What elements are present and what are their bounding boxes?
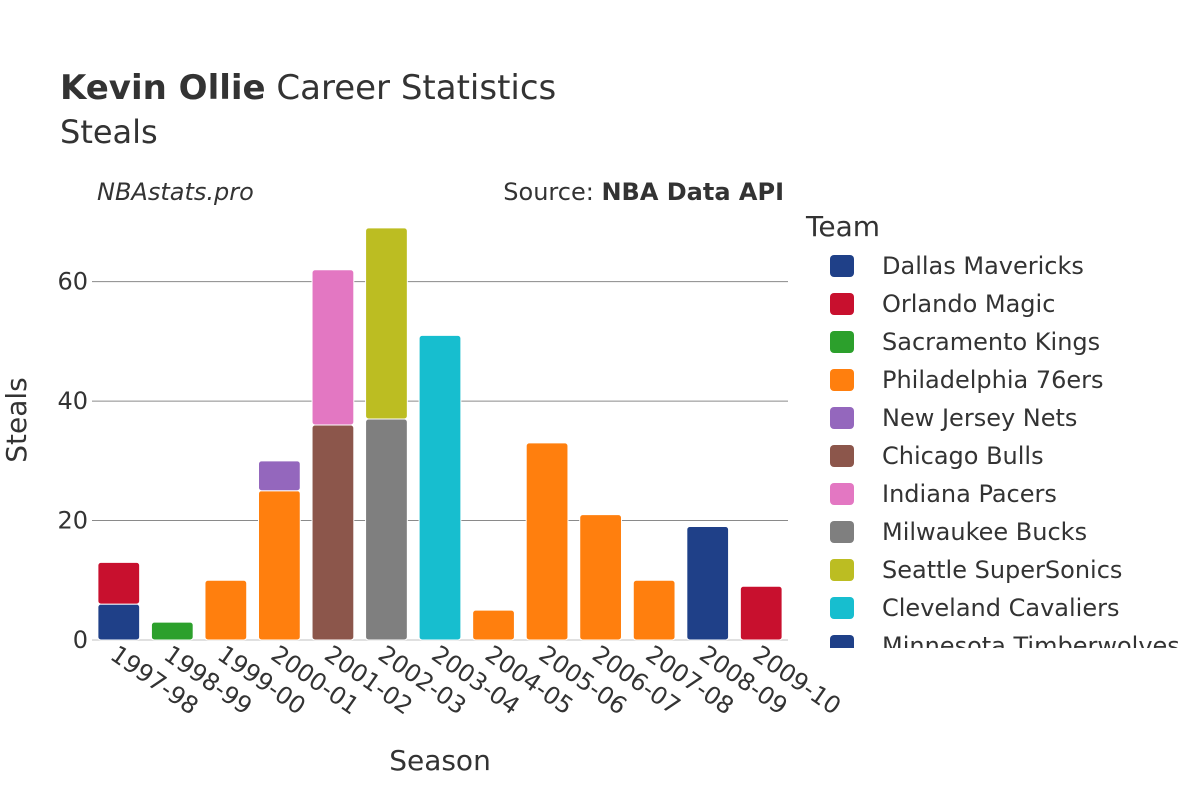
legend-label-dallas-mavericks: Dallas Mavericks [882, 252, 1084, 280]
legend-swatch-minnesota-timberwolves [830, 635, 854, 648]
bar-2008-09-minnesota-timberwolves [686, 526, 730, 641]
legend-title: Team [805, 210, 880, 243]
watermark: NBAstats.pro [97, 178, 254, 206]
legend: Team Dallas Mavericks Orlando Magic Sacram… [805, 210, 1180, 660]
y-tick-20: 20 [57, 507, 88, 535]
bar-2000-01-new-jersey-nets [258, 460, 301, 492]
bar-2006-07-philadelphia-76ers [579, 514, 622, 641]
legend-swatch-philadelphia-76ers [830, 369, 854, 391]
bar-2002-03-seattle-supersonics [365, 227, 408, 420]
legend-swatch-cleveland-cavaliers [830, 597, 854, 619]
legend-label-sacramento-kings: Sacramento Kings [882, 328, 1100, 356]
bar-1997-98-dallas-mavericks [97, 603, 141, 641]
legend-label-philadelphia-76ers: Philadelphia 76ers [882, 366, 1104, 394]
legend-swatch-chicago-bulls [830, 445, 854, 467]
y-axis-title: Steals [0, 377, 33, 463]
title-rest: Career Statistics [276, 68, 557, 108]
legend-swatch-new-jersey-nets [830, 407, 854, 429]
bars [97, 227, 783, 641]
legend-swatch-milwaukee-bucks [830, 521, 854, 543]
bar-2001-02-indiana-pacers [311, 269, 355, 426]
bar-2002-03-milwaukee-bucks [365, 418, 408, 641]
y-tick-40: 40 [57, 387, 88, 415]
legend-label-indiana-pacers: Indiana Pacers [882, 480, 1057, 508]
legend-label-chicago-bulls: Chicago Bulls [882, 442, 1044, 470]
bar-2007-08-philadelphia-76ers [632, 579, 676, 641]
bar-2009-10-orlando-magic [739, 585, 783, 641]
bar-1997-98-orlando-magic [97, 561, 141, 605]
y-axis-ticks: 0 20 40 60 [57, 268, 88, 654]
bar-1998-99-sacramento-kings [150, 621, 194, 641]
source-prefix: Source: [503, 178, 602, 206]
source-credit: Source: NBA Data API [503, 178, 784, 206]
y-tick-60: 60 [57, 268, 88, 296]
legend-label-milwaukee-bucks: Milwaukee Bucks [882, 518, 1087, 546]
legend-swatch-orlando-magic [830, 293, 854, 315]
source-name: NBA Data API [601, 178, 784, 206]
legend-swatch-seattle-supersonics [830, 559, 854, 581]
chart-title: Kevin Ollie Career Statistics [60, 66, 556, 110]
legend-label-new-jersey-nets: New Jersey Nets [882, 404, 1077, 432]
player-name: Kevin Ollie [60, 68, 266, 108]
bar-2005-06-philadelphia-76ers [525, 442, 569, 641]
bar-2000-01-philadelphia-76ers [258, 490, 301, 641]
bar-2003-04-cleveland-cavaliers [418, 334, 462, 641]
legend-label-seattle-supersonics: Seattle SuperSonics [882, 556, 1122, 584]
x-axis-title: Season [389, 744, 491, 777]
legend-label-cleveland-cavaliers: Cleveland Cavaliers [882, 594, 1119, 622]
x-axis-ticks: 1997-981998-991999-002000-012001-022002-… [105, 640, 846, 720]
legend-swatch-indiana-pacers [830, 483, 854, 505]
bar-2001-02-chicago-bulls [311, 424, 355, 641]
legend-label-orlando-magic: Orlando Magic [882, 290, 1055, 318]
bar-1999-00-philadelphia-76ers [204, 579, 248, 641]
legend-label-minnesota-timberwolves: Minnesota Timberwolves [882, 632, 1180, 660]
legend-swatch-dallas-mavericks [830, 255, 854, 277]
y-tick-0: 0 [73, 626, 88, 654]
bar-2004-05-philadelphia-76ers [472, 609, 515, 641]
chart-subtitle: Steals [60, 113, 158, 151]
legend-swatch-sacramento-kings [830, 331, 854, 353]
